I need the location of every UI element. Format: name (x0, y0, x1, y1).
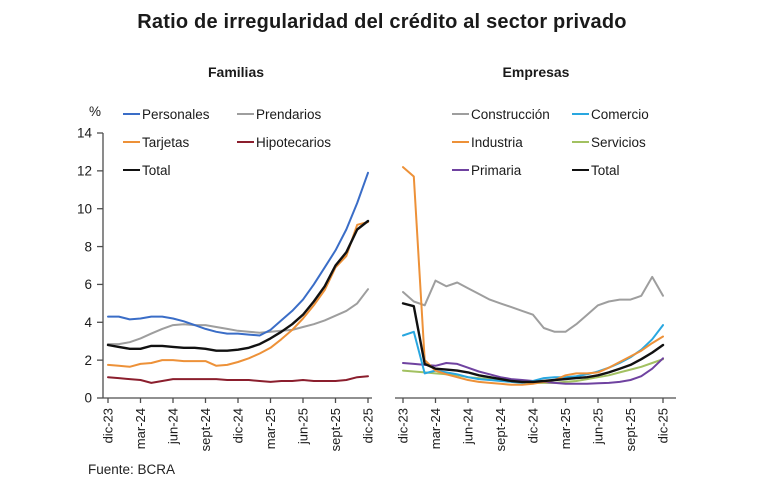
source-note: Fuente: BCRA (88, 462, 176, 477)
panel-title-familias: Familias (207, 64, 265, 80)
series-line-construccion (402, 275, 664, 333)
legend-item-total: Total (123, 156, 237, 184)
series-line-total (106, 219, 370, 352)
legend-line-swatch-icon (237, 112, 254, 116)
x-tick-label: dic-24 (231, 408, 246, 443)
legend-line-swatch-icon (452, 140, 469, 144)
series-line-personales (107, 171, 369, 337)
y-axis-unit-label: % (88, 104, 101, 119)
legend-label: Industria (471, 134, 523, 150)
legend-line-swatch-icon (452, 168, 469, 172)
legend-label: Primaria (471, 162, 522, 178)
legend-line-swatch-icon (572, 140, 589, 144)
legend-label: Construcción (471, 106, 550, 122)
x-tick-label: mar-25 (263, 408, 278, 449)
legend-item-industria: Industria (452, 128, 572, 156)
x-tick-label: dic-23 (396, 408, 411, 443)
x-tick-label: sept-25 (623, 408, 638, 451)
x-tick-label: mar-25 (558, 408, 573, 449)
legend-label: Prendarios (256, 106, 322, 122)
legend-label: Tarjetas (142, 134, 190, 150)
legend-item-tarjetas: Tarjetas (123, 128, 237, 156)
series-line-hipotecarios (107, 375, 369, 384)
legend-item-comercio: Comercio (572, 100, 649, 128)
x-tick-label: mar-24 (133, 408, 148, 449)
y-tick-label: 0 (84, 391, 92, 406)
legend-column: Personales Tarjetas Total (123, 100, 237, 184)
legend-label: Hipotecarios (256, 134, 332, 150)
x-tick-label: sept-24 (493, 408, 508, 451)
legend-item-servicios: Servicios (572, 128, 649, 156)
y-tick-label: 4 (84, 315, 92, 330)
page-title: Ratio de irregularidad del crédito al se… (137, 11, 627, 33)
legend-label: Total (142, 162, 171, 178)
legend-column: Prendarios Hipotecarios (237, 100, 331, 184)
legend-item-personales: Personales (123, 100, 237, 128)
panel-title-empresas: Empresas (502, 64, 570, 80)
x-tick-label: sept-25 (328, 408, 343, 451)
legend-line-swatch-icon (572, 168, 589, 172)
x-tick-label: mar-24 (428, 408, 443, 449)
legend-item-primaria: Primaria (452, 156, 572, 184)
x-tick-label: jun-24 (166, 408, 181, 445)
legend-line-swatch-icon (123, 140, 140, 144)
legend-line-swatch-icon (123, 168, 140, 172)
legend-column: Comercio Servicios Total (572, 100, 649, 184)
y-tick-label: 10 (77, 201, 92, 216)
y-tick-label: 12 (77, 164, 92, 179)
x-tick-label: dic-25 (656, 408, 671, 443)
legend-item-construccion: Construcción (452, 100, 572, 128)
series-line-industria (402, 166, 664, 386)
legend-line-swatch-icon (237, 140, 254, 144)
x-tick-label: jun-25 (591, 408, 606, 445)
x-tick-label: sept-24 (198, 408, 213, 451)
legend-label: Total (591, 162, 620, 178)
y-tick-label: 6 (84, 277, 92, 292)
x-tick-label: jun-25 (296, 408, 311, 445)
y-tick-label: 14 (77, 126, 93, 141)
x-tick-label: dic-23 (101, 408, 116, 443)
legend-line-swatch-icon (123, 112, 140, 116)
series-line-total (401, 302, 665, 384)
x-tick-label: dic-24 (526, 408, 541, 443)
series-line-prendarios (107, 288, 369, 346)
legend-label: Servicios (591, 134, 646, 150)
legend-empresas: Construcción Industria Primaria Comercio Ser… (452, 100, 649, 184)
legend-item-prendarios: Prendarios (237, 100, 331, 128)
y-tick-label: 8 (84, 239, 92, 254)
series-line-tarjetas (107, 221, 369, 368)
legend-column: Construcción Industria Primaria (452, 100, 572, 184)
legend-line-swatch-icon (572, 112, 589, 116)
legend-label: Personales (142, 106, 210, 122)
y-tick-label: 2 (84, 353, 92, 368)
legend-familias: Personales Tarjetas Total Prendarios Hipotec… (123, 100, 331, 184)
legend-line-swatch-icon (452, 112, 469, 116)
legend-item-total: Total (572, 156, 649, 184)
legend-label: Comercio (591, 106, 649, 122)
x-tick-label: jun-24 (461, 408, 476, 445)
x-tick-label: dic-25 (361, 408, 376, 443)
legend-item-hipotecarios: Hipotecarios (237, 128, 331, 156)
